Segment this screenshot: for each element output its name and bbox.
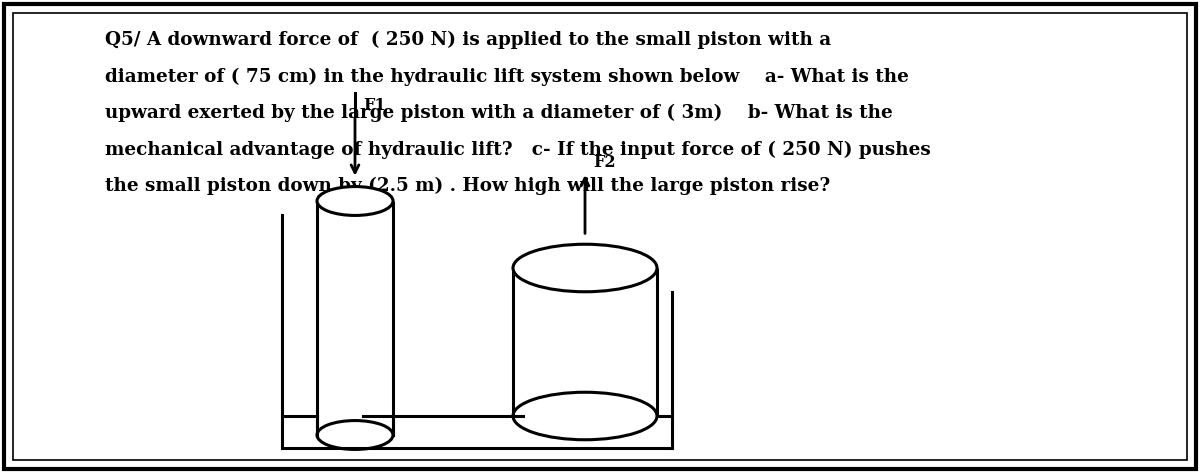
Text: F1: F1: [364, 96, 385, 114]
Text: the small piston down by (2.5 m) . How high will the large piston rise?: the small piston down by (2.5 m) . How h…: [106, 177, 830, 195]
Text: Q5/ A downward force of  ( 250 N) is applied to the small piston with a: Q5/ A downward force of ( 250 N) is appl…: [106, 31, 832, 49]
Text: diameter of ( 75 cm) in the hydraulic lift system shown below    a- What is the: diameter of ( 75 cm) in the hydraulic li…: [106, 68, 908, 86]
Text: upward exerted by the large piston with a diameter of ( 3m)    b- What is the: upward exerted by the large piston with …: [106, 104, 893, 122]
Text: F2: F2: [593, 154, 616, 171]
Text: mechanical advantage of hydraulic lift?   c- If the input force of ( 250 N) push: mechanical advantage of hydraulic lift? …: [106, 140, 931, 159]
Ellipse shape: [514, 244, 658, 292]
Ellipse shape: [317, 186, 394, 215]
